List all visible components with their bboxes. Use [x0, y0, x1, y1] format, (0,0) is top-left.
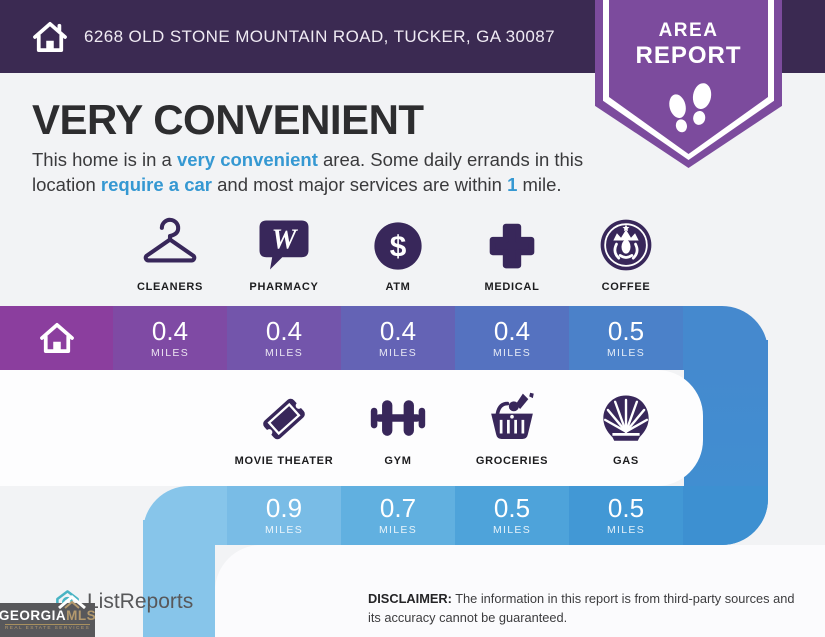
amenity-label: ATM	[385, 281, 411, 293]
amenity-medical: MEDICAL	[455, 210, 569, 293]
mls-roof-icon	[58, 595, 86, 609]
property-address: 6268 OLD STONE MOUNTAIN ROAD, TUCKER, GA…	[84, 26, 555, 46]
mls-name-georgia: GEORGIA	[0, 607, 67, 623]
ticket-icon	[263, 398, 305, 440]
listreports-wordmark: ListReports	[87, 589, 194, 613]
starbucks-icon	[600, 219, 652, 271]
amenity-label: GAS	[613, 455, 639, 467]
desc-highlight-convenient: very convenient	[176, 149, 318, 170]
distance-value: 0.4	[493, 315, 531, 346]
amenity-groceries: GROCERIES	[455, 384, 569, 467]
distance-unit: MILES	[606, 346, 645, 359]
distance-unit: MILES	[378, 524, 417, 536]
svg-text:$: $	[390, 231, 407, 264]
distance-cell: 0.4 MILES	[227, 306, 341, 370]
home-cell	[0, 306, 113, 370]
mls-name-mls: MLS	[66, 607, 97, 623]
distance-cell: 0.9 MILES	[227, 486, 341, 545]
bar-filler	[683, 306, 768, 370]
distance-cell: 0.7 MILES	[341, 486, 455, 545]
walkability-title: VERY CONVENIENT	[32, 96, 424, 143]
walkability-description: This home is in a very convenient area. …	[32, 148, 602, 197]
distance-value: 0.5	[493, 493, 531, 523]
icons-panel	[0, 370, 703, 486]
distance-unit: MILES	[264, 524, 303, 536]
desc-text: This home is in a	[32, 149, 177, 170]
georgiamls-logo: GEORGIAMLS REAL ESTATE SERVICES	[0, 595, 96, 637]
desc-text: area. Some daily errands in this	[317, 149, 584, 170]
distance-value: 0.4	[265, 315, 303, 346]
amenity-label: MEDICAL	[484, 281, 540, 293]
amenity-coffee: COFFEE	[569, 210, 683, 293]
home-icon	[39, 323, 74, 353]
distance-value: 0.5	[607, 493, 645, 523]
basket-icon	[491, 392, 534, 439]
badge-line1: AREA	[658, 20, 719, 41]
footer-panel	[215, 545, 825, 637]
distance-bar-row1: 0.4 MILES 0.4 MILES 0.4 MILES 0.4 MILES …	[0, 306, 768, 370]
disclaimer-label: DISCLAIMER:	[368, 591, 452, 606]
bar-connector	[143, 486, 227, 545]
amenity-label: CLEANERS	[136, 281, 204, 293]
dumbbell-icon	[370, 400, 426, 436]
desc-highlight-car: require a car	[100, 173, 212, 195]
amenity-label: COFFEE	[601, 281, 651, 293]
mls-tagline: REAL ESTATE SERVICES	[4, 624, 91, 632]
desc-highlight-mile: 1	[507, 173, 518, 195]
hanger-icon	[143, 217, 197, 263]
distance-unit: MILES	[264, 346, 303, 359]
amenity-label: GYM	[384, 455, 412, 467]
distance-value: 0.7	[379, 493, 417, 523]
distance-cell: 0.5 MILES	[455, 486, 569, 545]
distance-unit: MILES	[492, 346, 531, 359]
amenity-gas: GAS	[569, 384, 683, 467]
distance-unit: MILES	[492, 524, 531, 536]
disclaimer-body: The information in this report is from t…	[368, 591, 795, 626]
mls-wordmark: GEORGIAMLS	[0, 609, 96, 623]
desc-text: location	[32, 173, 101, 195]
desc-text: mile.	[517, 173, 562, 195]
disclaimer-text: DISCLAIMER: The information in this repo…	[368, 589, 804, 627]
dollar-circle-icon: $	[374, 222, 422, 270]
distance-bar-row2: 0.9 MILES 0.7 MILES 0.5 MILES 0.5 MILES	[143, 486, 768, 545]
medical-cross-icon	[489, 223, 535, 269]
svg-text:W: W	[272, 225, 299, 256]
shell-icon	[603, 395, 649, 441]
distance-value: 0.5	[607, 315, 645, 346]
distance-unit: MILES	[378, 346, 417, 359]
distance-cell: 0.5 MILES	[569, 486, 683, 545]
bar-filler	[683, 486, 768, 545]
footprints-icon	[668, 83, 711, 133]
distance-unit: MILES	[150, 346, 189, 359]
home-icon	[33, 21, 67, 52]
distance-value: 0.4	[379, 315, 417, 346]
amenity-pharmacy: W PHARMACY	[227, 210, 341, 293]
walgreens-icon: W	[259, 220, 309, 270]
distance-value: 0.4	[151, 315, 189, 346]
distance-cell: 0.4 MILES	[455, 306, 569, 370]
badge-line2: REPORT	[635, 42, 742, 69]
area-report-badge: AREA REPORT	[595, 0, 782, 168]
amenity-atm: $ ATM	[341, 210, 455, 293]
amenity-cleaners: CLEANERS	[113, 210, 227, 293]
distance-cell: 0.4 MILES	[341, 306, 455, 370]
amenity-label: GROCERIES	[475, 455, 549, 467]
amenity-movie-theater: MOVIE THEATER	[227, 384, 341, 467]
distance-value: 0.9	[265, 493, 303, 523]
amenity-gym: GYM	[341, 384, 455, 467]
desc-text: and most major services are within	[211, 173, 508, 195]
distance-cell: 0.4 MILES	[113, 306, 227, 370]
distance-cell: 0.5 MILES	[569, 306, 683, 370]
amenity-label: MOVIE THEATER	[234, 455, 334, 467]
distance-unit: MILES	[606, 524, 645, 536]
amenity-label: PHARMACY	[249, 281, 319, 293]
